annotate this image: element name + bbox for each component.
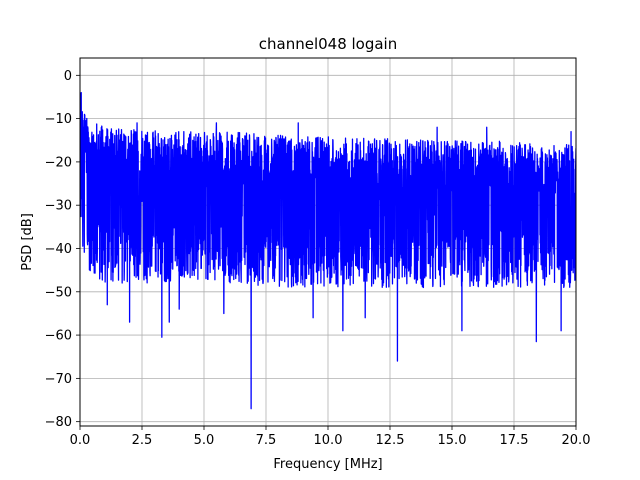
y-tick-label: −50 [45, 285, 72, 300]
x-tick-label: 15.0 [438, 433, 467, 448]
series-line [80, 91, 576, 410]
x-tick-label: 12.5 [376, 433, 405, 448]
y-axis: 0 −10 −20 −30 −40 −50 −60 −70 −80 [45, 69, 80, 430]
chart-title: channel048 logain [259, 35, 398, 53]
x-axis: 0.0 2.5 5.0 7.5 10.0 12.5 15.0 17.5 20.0 [70, 426, 591, 448]
x-tick-label: 17.5 [500, 433, 529, 448]
x-tick-label: 20.0 [562, 433, 591, 448]
y-tick-label: −30 [45, 199, 72, 214]
x-tick-label: 7.5 [256, 433, 277, 448]
y-tick-label: −10 [45, 112, 72, 127]
x-tick-label: 2.5 [132, 433, 153, 448]
x-axis-label: Frequency [MHz] [273, 457, 382, 472]
y-tick-label: −60 [45, 329, 72, 344]
y-tick-label: −20 [45, 155, 72, 170]
x-tick-label: 10.0 [314, 433, 343, 448]
x-tick-label: 0.0 [70, 433, 91, 448]
y-tick-label: −40 [45, 242, 72, 257]
y-tick-label: −70 [45, 372, 72, 387]
psd-trace [80, 91, 576, 410]
x-tick-label: 5.0 [194, 433, 215, 448]
y-tick-label: −80 [45, 415, 72, 430]
y-tick-label: 0 [64, 69, 72, 84]
y-axis-label: PSD [dB] [20, 213, 35, 271]
